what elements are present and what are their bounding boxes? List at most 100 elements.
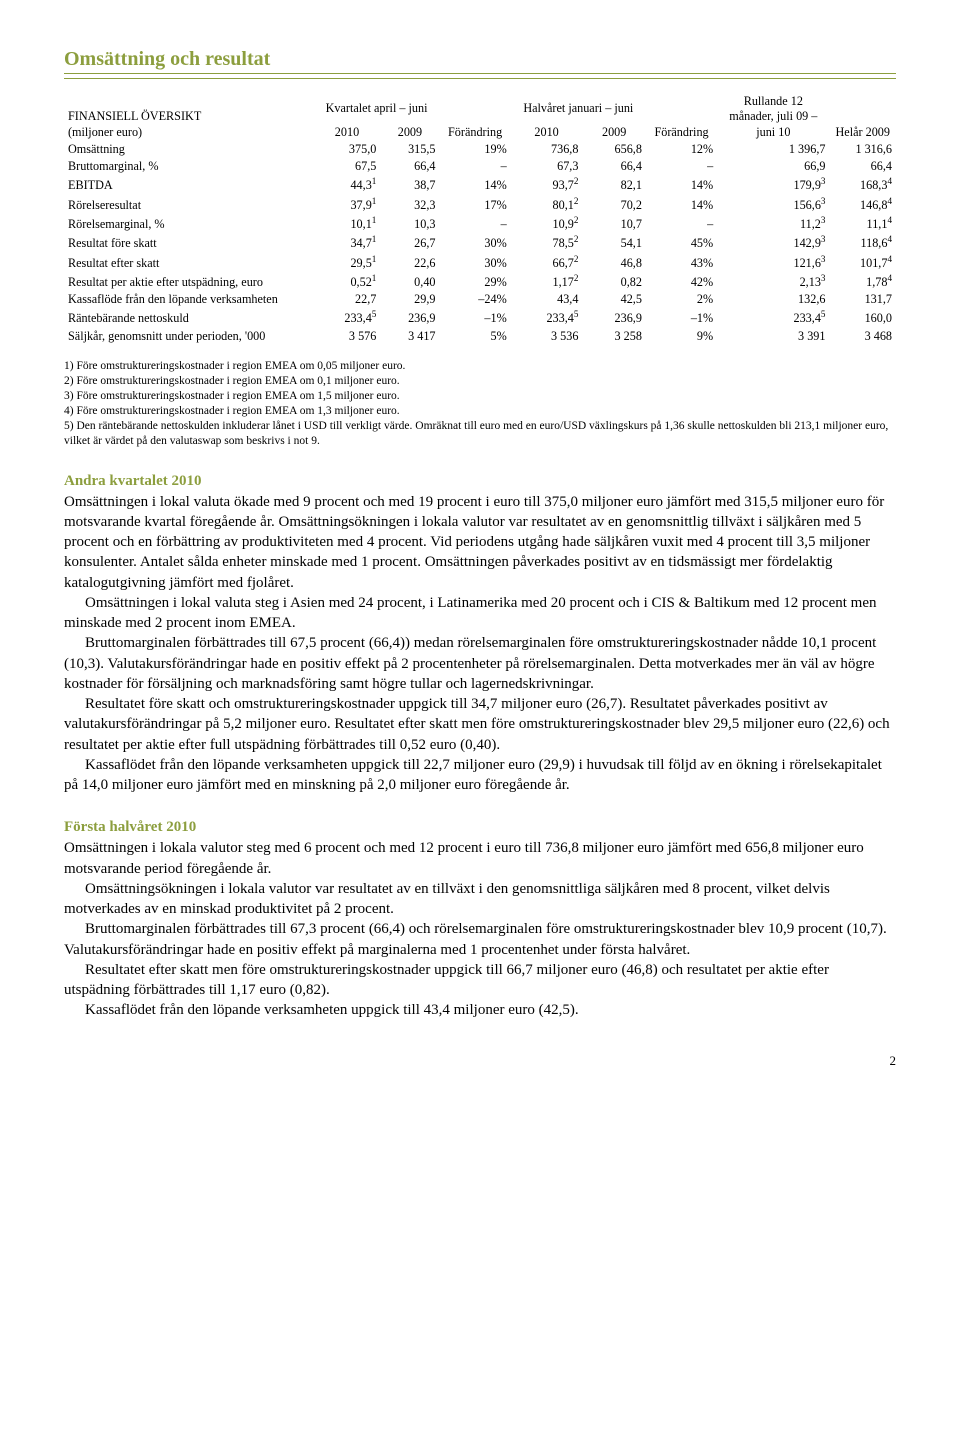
cell: 3 417 <box>380 328 439 345</box>
body-paragraph: Kassaflödet från den löpande verksamhete… <box>64 1000 896 1020</box>
cell: 168,34 <box>829 175 896 194</box>
row-label: Resultat per aktie efter utspädning, eur… <box>64 272 314 291</box>
col-q-2010: 2010 <box>314 117 381 141</box>
col-h-2010: 2010 <box>511 117 583 141</box>
page-number: 2 <box>64 1053 896 1069</box>
body-paragraph: Bruttomarginalen förbättrades till 67,5 … <box>64 633 896 694</box>
body-paragraph: Bruttomarginalen förbättrades till 67,3 … <box>64 919 896 960</box>
cell: 54,1 <box>582 233 646 252</box>
section-heading: Första halvåret 2010 <box>64 819 896 836</box>
footnote-line: 1) Före omstruktureringskostnader i regi… <box>64 359 896 374</box>
table-row: EBITDA44,3138,714%93,7282,114%179,93168,… <box>64 175 896 194</box>
table-row: Rörelsemarginal, %10,1110,3–10,9210,7–11… <box>64 214 896 233</box>
col-group-quarter: Kvartalet april – juni <box>314 93 440 117</box>
cell: 38,7 <box>380 175 439 194</box>
footnotes: 1) Före omstruktureringskostnader i regi… <box>64 359 896 449</box>
cell: 9% <box>646 328 717 345</box>
table-row: Säljkår, genomsnitt under perioden, '000… <box>64 328 896 345</box>
cell: 233,45 <box>717 308 829 327</box>
cell: 3 391 <box>717 328 829 345</box>
table-row: Resultat per aktie efter utspädning, eur… <box>64 272 896 291</box>
body-paragraph: Omsättningen i lokala valutor steg med 6… <box>64 838 896 879</box>
cell: 29,51 <box>314 253 381 272</box>
col-fullyear: Helår 2009 <box>829 93 896 141</box>
cell: 66,4 <box>582 158 646 175</box>
cell: –1% <box>440 308 511 327</box>
cell: 656,8 <box>582 141 646 158</box>
row-label: Bruttomarginal, % <box>64 158 314 175</box>
cell: 67,5 <box>314 158 381 175</box>
row-header-1: FINANSIELL ÖVERSIKT <box>68 109 201 123</box>
row-header-2: (miljoner euro) <box>68 125 142 139</box>
cell: 236,9 <box>380 308 439 327</box>
cell: – <box>646 158 717 175</box>
col-change-2: Förändring <box>646 93 717 141</box>
cell: –24% <box>440 291 511 308</box>
cell: 22,6 <box>380 253 439 272</box>
cell: 43% <box>646 253 717 272</box>
cell: 43,4 <box>511 291 583 308</box>
cell: 315,5 <box>380 141 439 158</box>
cell: 3 536 <box>511 328 583 345</box>
table-row: Räntebärande nettoskuld233,45236,9–1%233… <box>64 308 896 327</box>
cell: 1,784 <box>829 272 896 291</box>
cell: 118,64 <box>829 233 896 252</box>
cell: –1% <box>646 308 717 327</box>
row-label: Säljkår, genomsnitt under perioden, '000 <box>64 328 314 345</box>
cell: 146,84 <box>829 195 896 214</box>
col-h-2009: 2009 <box>582 117 646 141</box>
cell: 29% <box>440 272 511 291</box>
body-paragraph: Resultatet efter skatt men före omstrukt… <box>64 960 896 1001</box>
cell: 101,74 <box>829 253 896 272</box>
col-change-1: Förändring <box>440 93 511 141</box>
cell: 44,31 <box>314 175 381 194</box>
cell: 233,45 <box>314 308 381 327</box>
cell: 14% <box>646 195 717 214</box>
cell: 0,521 <box>314 272 381 291</box>
cell: 3 576 <box>314 328 381 345</box>
cell: 78,52 <box>511 233 583 252</box>
cell: 32,3 <box>380 195 439 214</box>
cell: 14% <box>440 175 511 194</box>
table-row: Bruttomarginal, %67,566,4–67,366,4–66,96… <box>64 158 896 175</box>
cell: 1 316,6 <box>829 141 896 158</box>
section-heading: Andra kvartalet 2010 <box>64 473 896 490</box>
body-paragraph: Omsättningen i lokal valuta ökade med 9 … <box>64 492 896 593</box>
cell: 10,3 <box>380 214 439 233</box>
cell: 30% <box>440 253 511 272</box>
cell: 0,82 <box>582 272 646 291</box>
cell: 29,9 <box>380 291 439 308</box>
cell: – <box>440 214 511 233</box>
cell: 179,93 <box>717 175 829 194</box>
cell: 2,133 <box>717 272 829 291</box>
cell: 46,8 <box>582 253 646 272</box>
cell: – <box>646 214 717 233</box>
cell: 45% <box>646 233 717 252</box>
row-label: Kassaflöde från den löpande verksamheten <box>64 291 314 308</box>
footnote-line: 5) Den räntebärande nettoskulden inklude… <box>64 419 896 449</box>
cell: 1 396,7 <box>717 141 829 158</box>
table-row: Kassaflöde från den löpande verksamheten… <box>64 291 896 308</box>
body-paragraph: Kassaflödet från den löpande verksamhete… <box>64 755 896 796</box>
cell: 42% <box>646 272 717 291</box>
cell: 82,1 <box>582 175 646 194</box>
cell: 14% <box>646 175 717 194</box>
cell: 66,9 <box>717 158 829 175</box>
cell: 34,71 <box>314 233 381 252</box>
cell: 66,4 <box>380 158 439 175</box>
cell: 66,72 <box>511 253 583 272</box>
title-underline <box>64 76 896 79</box>
cell: 10,92 <box>511 214 583 233</box>
cell: 10,7 <box>582 214 646 233</box>
cell: 375,0 <box>314 141 381 158</box>
cell: 132,6 <box>717 291 829 308</box>
cell: 17% <box>440 195 511 214</box>
cell: 160,0 <box>829 308 896 327</box>
table-row: Omsättning375,0315,519%736,8656,812%1 39… <box>64 141 896 158</box>
cell: 2% <box>646 291 717 308</box>
body-paragraph: Omsättningen i lokal valuta steg i Asien… <box>64 593 896 634</box>
col-rolling: Rullande 12 månader, juli 09 – juni 10 <box>717 93 829 141</box>
financial-overview-table: FINANSIELL ÖVERSIKT (miljoner euro) Kvar… <box>64 93 896 345</box>
row-label: Räntebärande nettoskuld <box>64 308 314 327</box>
cell: 233,45 <box>511 308 583 327</box>
